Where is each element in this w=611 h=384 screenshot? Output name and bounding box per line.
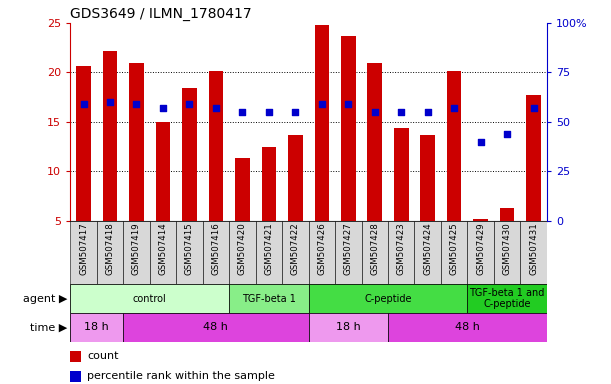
Text: GSM507429: GSM507429 <box>476 223 485 275</box>
Bar <box>103 51 117 221</box>
Text: percentile rank within the sample: percentile rank within the sample <box>87 371 275 381</box>
Text: GSM507414: GSM507414 <box>158 223 167 275</box>
Text: GSM507431: GSM507431 <box>529 223 538 275</box>
Bar <box>203 221 229 284</box>
Text: 48 h: 48 h <box>455 322 480 333</box>
Text: GSM507421: GSM507421 <box>265 223 273 275</box>
Bar <box>309 313 388 342</box>
Bar <box>441 221 467 284</box>
Point <box>79 101 89 107</box>
Bar <box>235 157 250 221</box>
Bar <box>467 221 494 284</box>
Bar <box>70 313 123 342</box>
Point <box>343 101 353 107</box>
Point <box>476 139 486 145</box>
Point <box>397 109 406 115</box>
Point <box>370 109 379 115</box>
Point <box>185 101 194 107</box>
Text: TGF-beta 1 and
C-peptide: TGF-beta 1 and C-peptide <box>469 288 545 310</box>
Bar <box>76 66 91 221</box>
Bar <box>262 147 276 221</box>
Text: GSM507416: GSM507416 <box>211 223 221 275</box>
Bar <box>467 284 547 313</box>
Bar <box>494 221 521 284</box>
Bar <box>414 221 441 284</box>
Point <box>449 105 459 111</box>
Point <box>105 99 115 105</box>
Bar <box>526 95 541 221</box>
Text: GSM507426: GSM507426 <box>317 223 326 275</box>
Text: GSM507427: GSM507427 <box>344 223 353 275</box>
Text: count: count <box>87 351 119 361</box>
Bar <box>97 221 123 284</box>
Bar <box>309 221 335 284</box>
Bar <box>70 284 229 313</box>
Bar <box>341 36 356 221</box>
Text: GSM507415: GSM507415 <box>185 223 194 275</box>
Text: GDS3649 / ILMN_1780417: GDS3649 / ILMN_1780417 <box>70 7 252 21</box>
Text: control: control <box>133 293 167 304</box>
Bar <box>447 71 461 221</box>
Text: time ▶: time ▶ <box>30 322 67 333</box>
Point <box>317 101 327 107</box>
Point <box>131 101 141 107</box>
Bar <box>208 71 223 221</box>
Bar <box>123 313 309 342</box>
Text: GSM507425: GSM507425 <box>450 223 459 275</box>
Bar <box>150 221 176 284</box>
Point <box>529 105 538 111</box>
Text: GSM507418: GSM507418 <box>106 223 114 275</box>
Text: GSM507422: GSM507422 <box>291 223 300 275</box>
Point <box>211 105 221 111</box>
Bar <box>156 122 170 221</box>
Bar <box>420 135 435 221</box>
Text: GSM507417: GSM507417 <box>79 223 88 275</box>
Point <box>264 109 274 115</box>
Text: 18 h: 18 h <box>336 322 360 333</box>
Bar <box>315 25 329 221</box>
Bar <box>521 221 547 284</box>
Text: GSM507424: GSM507424 <box>423 223 432 275</box>
Bar <box>309 284 467 313</box>
Point <box>158 105 168 111</box>
Bar <box>70 351 81 362</box>
Point <box>290 109 300 115</box>
Text: GSM507419: GSM507419 <box>132 223 141 275</box>
Bar <box>70 221 97 284</box>
Text: TGF-beta 1: TGF-beta 1 <box>242 293 296 304</box>
Text: GSM507423: GSM507423 <box>397 223 406 275</box>
Text: 48 h: 48 h <box>203 322 229 333</box>
Bar <box>282 221 309 284</box>
Bar <box>367 63 382 221</box>
Bar <box>255 221 282 284</box>
Bar <box>335 221 362 284</box>
Bar <box>474 219 488 221</box>
Bar <box>388 313 547 342</box>
Bar <box>362 221 388 284</box>
Bar <box>229 221 255 284</box>
Text: 18 h: 18 h <box>84 322 109 333</box>
Text: GSM507430: GSM507430 <box>503 223 511 275</box>
Bar <box>123 221 150 284</box>
Text: GSM507428: GSM507428 <box>370 223 379 275</box>
Bar <box>129 63 144 221</box>
Bar <box>500 208 514 221</box>
Bar <box>288 135 302 221</box>
Point <box>238 109 247 115</box>
Text: C-peptide: C-peptide <box>364 293 412 304</box>
Point <box>423 109 433 115</box>
Text: GSM507420: GSM507420 <box>238 223 247 275</box>
Point <box>502 131 512 137</box>
Bar <box>70 371 81 382</box>
Bar <box>394 128 409 221</box>
Bar <box>176 221 203 284</box>
Bar <box>388 221 414 284</box>
Bar <box>182 88 197 221</box>
Text: agent ▶: agent ▶ <box>23 293 67 304</box>
Bar <box>229 284 309 313</box>
